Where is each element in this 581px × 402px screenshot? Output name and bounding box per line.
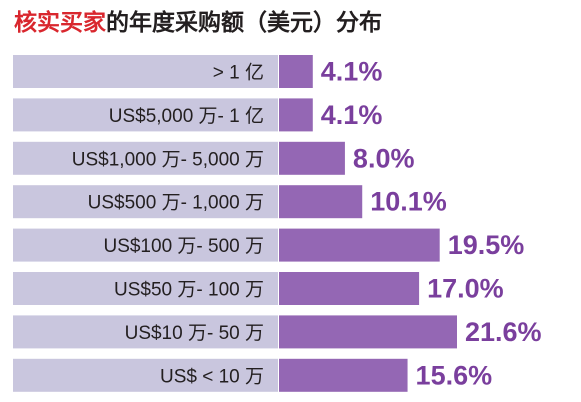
category-band (13, 185, 278, 219)
chart-title: 核实买家的年度采购额（美元）分布 (14, 6, 382, 40)
category-label: US$1,000 万- 5,000 万 (72, 149, 264, 170)
category-band (13, 55, 278, 88)
category-band (13, 272, 278, 305)
bar (279, 55, 313, 88)
chart-title-highlight: 核实买家 (14, 10, 106, 36)
bar (279, 315, 457, 349)
category-label: US$10 万- 50 万 (125, 323, 264, 344)
value-label: 17.0% (427, 274, 504, 304)
value-label: 4.1% (321, 57, 383, 87)
category-band (13, 358, 278, 392)
category-label: US$500 万- 1,000 万 (88, 193, 264, 214)
category-label: US$100 万- 500 万 (103, 236, 264, 257)
category-label: US$ < 10 万 (160, 366, 264, 387)
value-label: 10.1% (370, 187, 447, 217)
chart-title-rest: 的年度采购额（美元）分布 (106, 10, 382, 36)
category-label: US$50 万- 100 万 (114, 280, 264, 301)
bar (279, 228, 440, 262)
bar (279, 141, 345, 175)
value-label: 19.5% (448, 230, 525, 260)
bar (279, 272, 420, 305)
bar (279, 185, 363, 219)
value-label: 8.0% (353, 143, 415, 173)
value-label: 4.1% (321, 100, 383, 130)
category-band (13, 315, 278, 349)
category-band (13, 141, 278, 175)
category-band (13, 98, 278, 132)
category-label: > 1 亿 (213, 62, 264, 84)
bar (279, 358, 408, 392)
category-band (13, 228, 278, 262)
value-label: 21.6% (465, 317, 542, 347)
value-label: 15.6% (416, 360, 493, 390)
bar (279, 98, 313, 132)
category-label: US$5,000 万- 1 亿 (109, 105, 264, 127)
